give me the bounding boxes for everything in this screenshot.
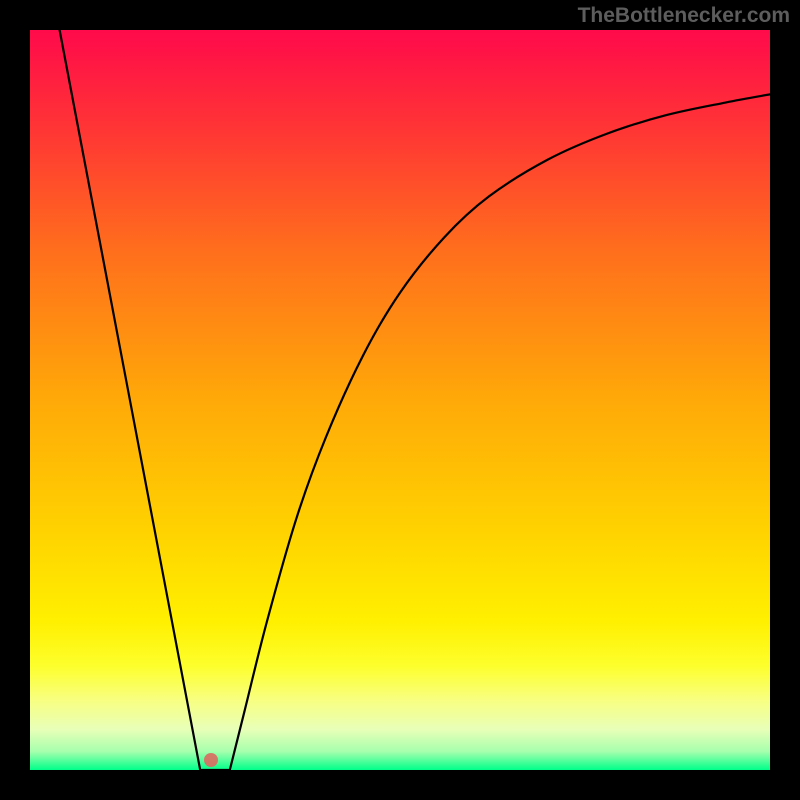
optimal-point-marker — [204, 753, 218, 767]
chart-curve-layer — [30, 30, 770, 770]
bottleneck-curve — [60, 30, 770, 770]
plot-area — [30, 30, 770, 770]
watermark-text: TheBottlenecker.com — [578, 4, 790, 28]
